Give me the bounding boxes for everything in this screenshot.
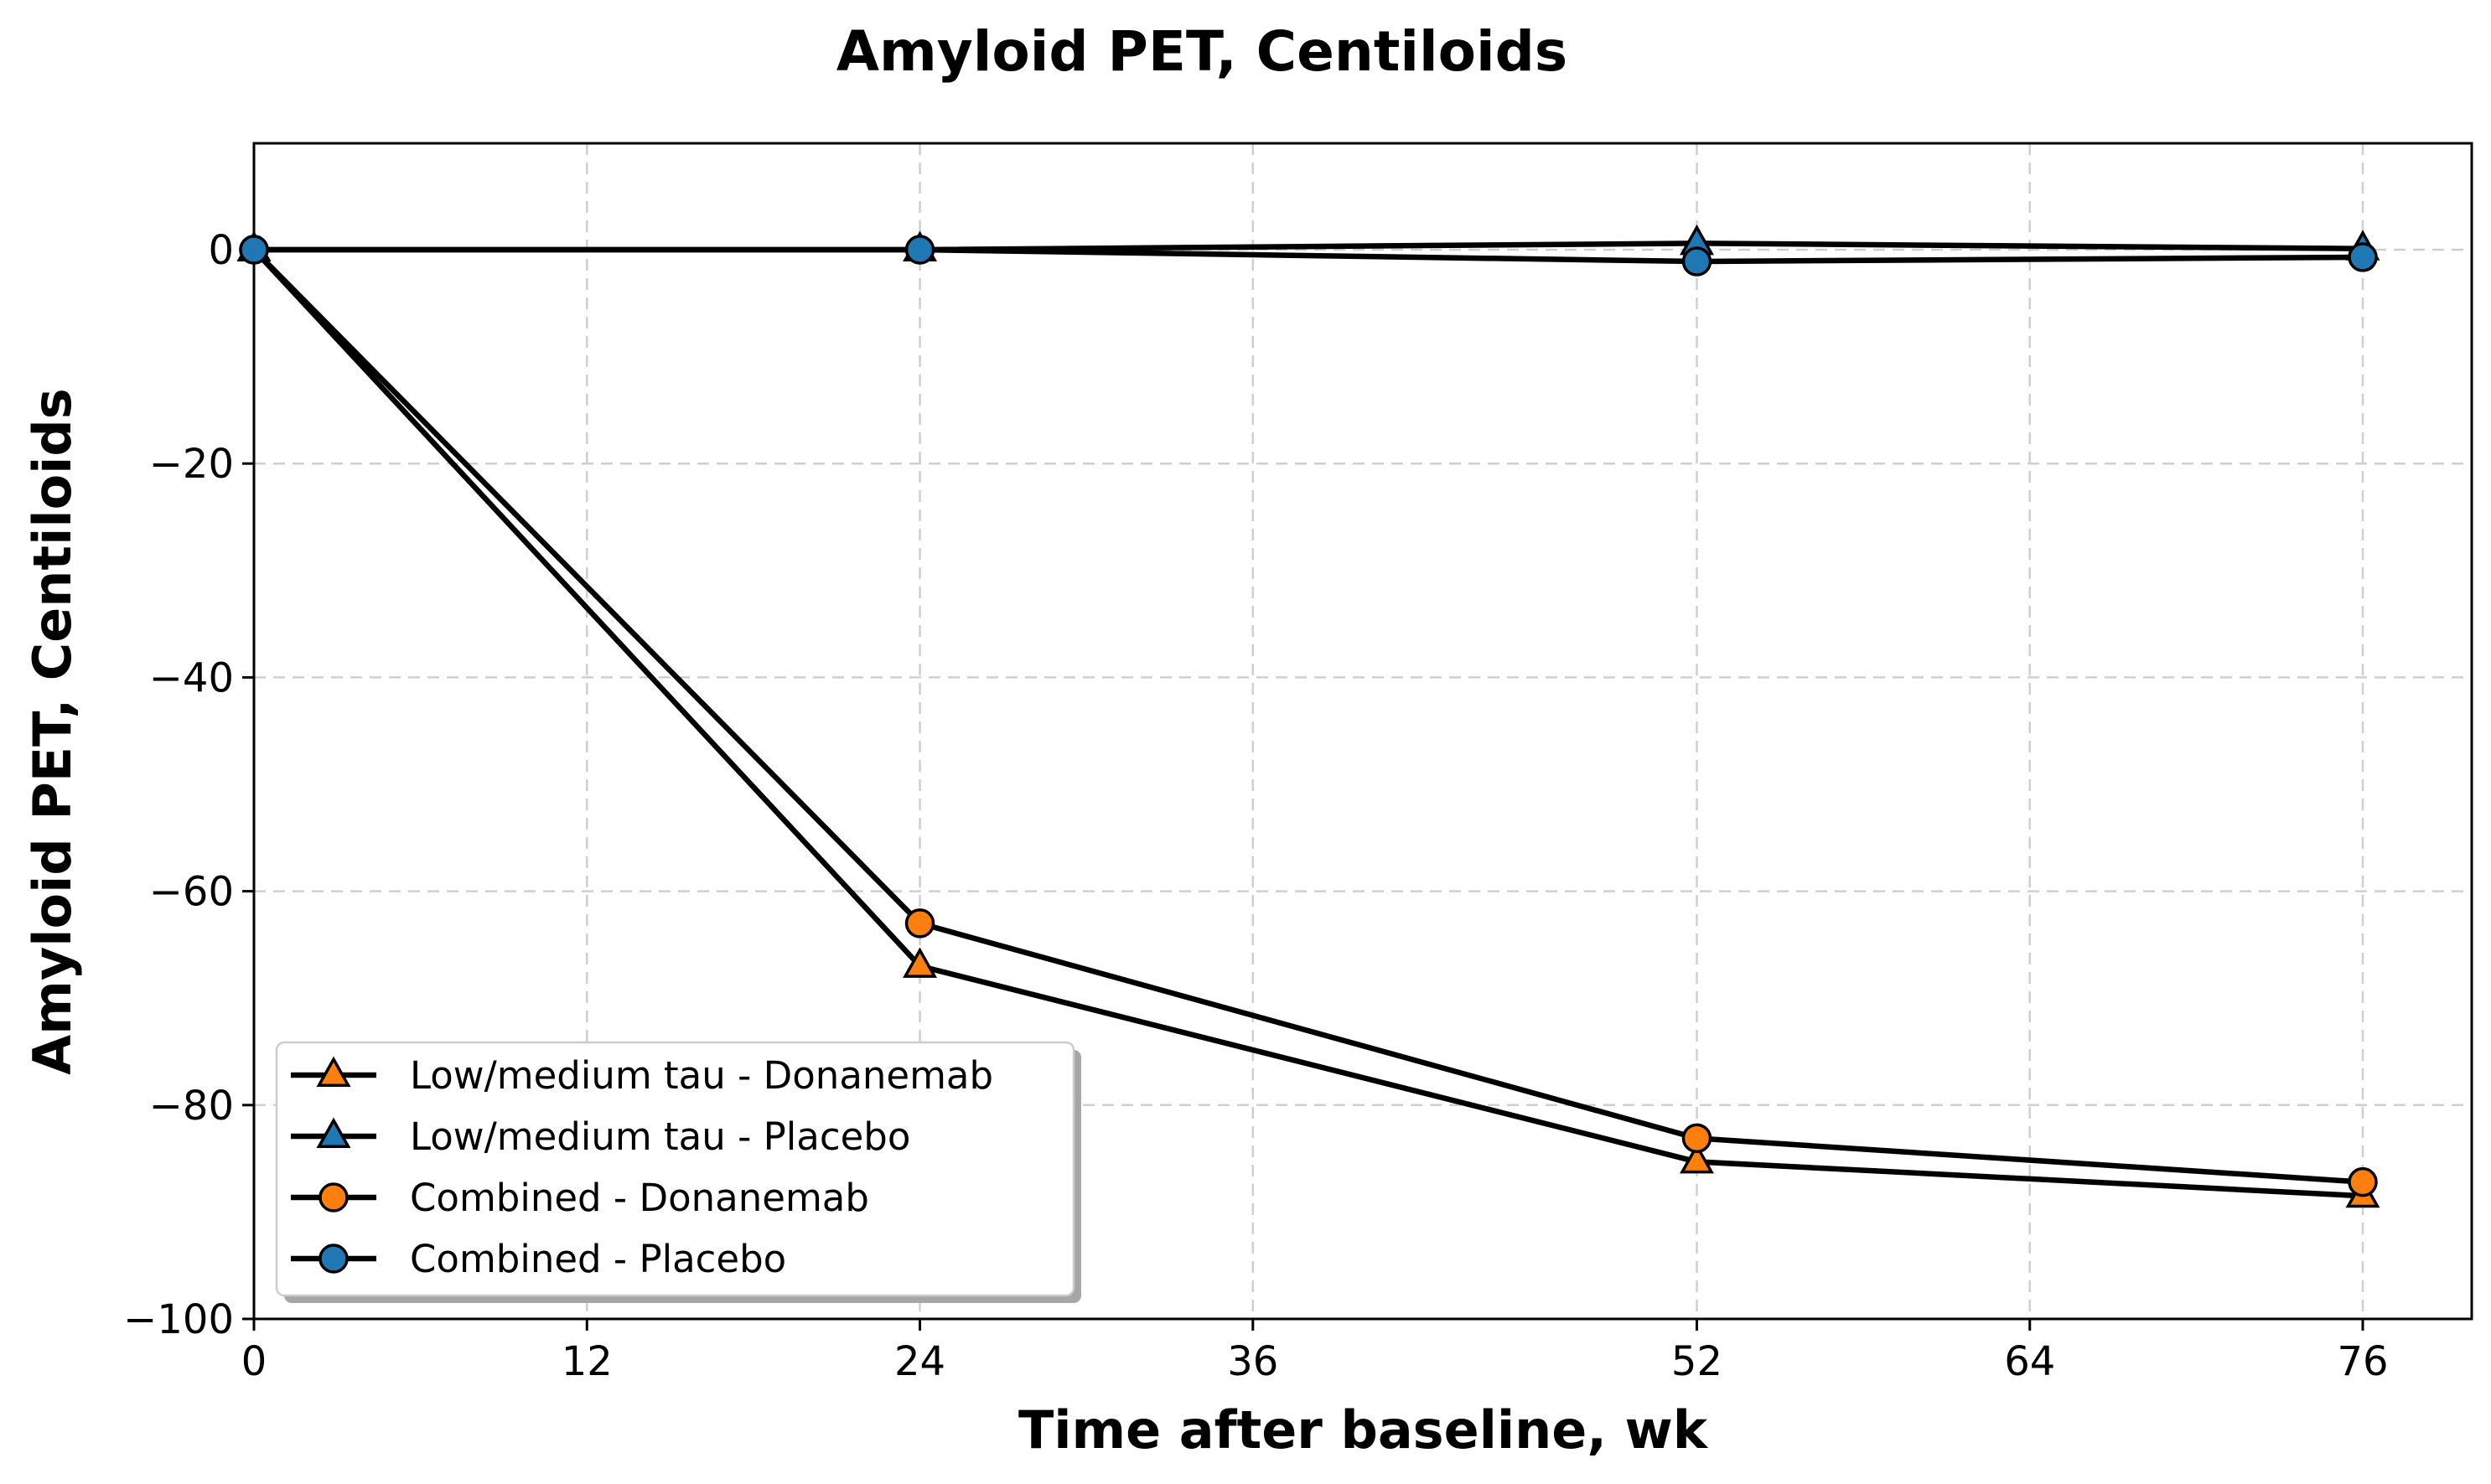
y-tick-label: −60 bbox=[149, 869, 234, 916]
series-line bbox=[251, 247, 2364, 1199]
x-axis-ticks: 0 12 24 36 52 64 76 bbox=[241, 1319, 2389, 1385]
legend-marker bbox=[316, 1117, 351, 1148]
x-tick-label: 76 bbox=[2337, 1338, 2388, 1385]
legend-label: Combined - Placebo bbox=[410, 1237, 786, 1281]
series-group bbox=[236, 224, 2380, 1208]
data-point bbox=[1681, 246, 1712, 277]
data-point bbox=[1679, 1142, 1714, 1174]
y-tick-label: −20 bbox=[149, 441, 234, 488]
x-tick-label: 0 bbox=[241, 1338, 267, 1385]
y-axis-label: Amyloid PET, Centiloids bbox=[22, 388, 83, 1074]
x-tick-label: 24 bbox=[894, 1338, 945, 1385]
y-tick-label: −100 bbox=[123, 1296, 234, 1343]
x-tick-label: 64 bbox=[2004, 1338, 2055, 1385]
data-point bbox=[904, 908, 935, 938]
chart-title: Amyloid PET, Centiloids bbox=[836, 19, 1567, 84]
legend: Low/medium tau - Donanemab Low/medium tau… bbox=[275, 1041, 1081, 1303]
legend-box bbox=[275, 1041, 1075, 1297]
legend-marker bbox=[318, 1244, 349, 1274]
x-tick-label: 12 bbox=[562, 1338, 613, 1385]
legend-item: Combined - Donanemab bbox=[291, 1176, 869, 1220]
legend-marker bbox=[316, 1056, 351, 1087]
data-point bbox=[239, 235, 269, 265]
x-axis-label: Time after baseline, wk bbox=[1018, 1399, 1709, 1461]
legend-label: Low/medium tau - Placebo bbox=[410, 1114, 910, 1159]
series-3 bbox=[239, 235, 2378, 277]
y-axis-ticks: 0 −20 −40 −60 −80 −100 bbox=[123, 227, 254, 1343]
y-tick-label: 0 bbox=[208, 227, 234, 274]
x-tick-label: 52 bbox=[1671, 1338, 1722, 1385]
legend-label: Combined - Donanemab bbox=[410, 1176, 869, 1220]
data-point bbox=[2348, 1166, 2378, 1197]
data-point bbox=[903, 947, 938, 978]
y-tick-label: −40 bbox=[149, 654, 234, 701]
data-point bbox=[1681, 1123, 1712, 1154]
series-line bbox=[251, 247, 2364, 1185]
series-line bbox=[254, 246, 2364, 265]
data-point bbox=[2348, 242, 2378, 272]
y-tick-label: −80 bbox=[149, 1083, 234, 1130]
legend-marker bbox=[318, 1182, 349, 1213]
legend-item: Low/medium tau - Donanemab bbox=[291, 1053, 993, 1098]
plot-area-frame bbox=[252, 142, 2473, 1321]
legend-item: Low/medium tau - Placebo bbox=[291, 1114, 910, 1159]
x-tick-label: 36 bbox=[1227, 1338, 1278, 1385]
data-point bbox=[904, 235, 935, 265]
legend-label: Low/medium tau - Donanemab bbox=[410, 1053, 993, 1098]
legend-item: Combined - Placebo bbox=[291, 1237, 786, 1281]
